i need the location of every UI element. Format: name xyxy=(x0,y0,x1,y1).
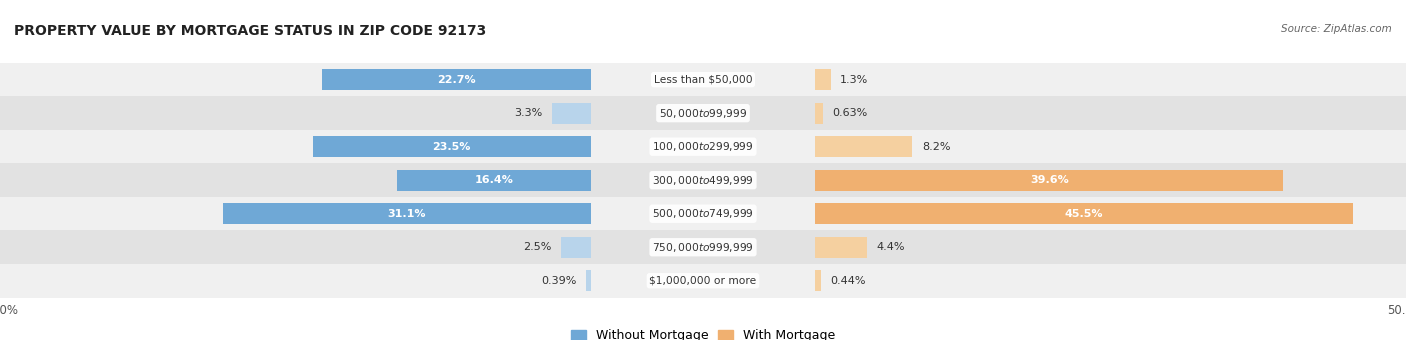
Bar xyxy=(0,63,1406,97)
Bar xyxy=(815,103,823,123)
Bar xyxy=(0,197,1406,231)
Bar xyxy=(0,130,1406,164)
Text: 31.1%: 31.1% xyxy=(388,209,426,219)
Bar xyxy=(0,130,1406,164)
Bar xyxy=(0,130,1406,164)
Text: $1,000,000 or more: $1,000,000 or more xyxy=(650,276,756,286)
Bar xyxy=(586,270,591,291)
Text: 22.7%: 22.7% xyxy=(437,75,475,85)
Bar xyxy=(0,97,1406,130)
Bar xyxy=(0,197,1406,231)
Bar xyxy=(0,164,1406,197)
Bar xyxy=(0,231,1406,264)
Bar xyxy=(396,170,591,191)
Text: 0.44%: 0.44% xyxy=(830,276,866,286)
Text: $50,000 to $99,999: $50,000 to $99,999 xyxy=(659,107,747,120)
Bar xyxy=(551,103,591,123)
Text: Less than $50,000: Less than $50,000 xyxy=(654,75,752,85)
Text: $750,000 to $999,999: $750,000 to $999,999 xyxy=(652,241,754,254)
Bar xyxy=(815,69,831,90)
Bar xyxy=(0,63,1406,97)
Text: PROPERTY VALUE BY MORTGAGE STATUS IN ZIP CODE 92173: PROPERTY VALUE BY MORTGAGE STATUS IN ZIP… xyxy=(14,24,486,38)
Bar xyxy=(0,63,1406,97)
Bar xyxy=(815,136,912,157)
Text: $500,000 to $749,999: $500,000 to $749,999 xyxy=(652,207,754,220)
Legend: Without Mortgage, With Mortgage: Without Mortgage, With Mortgage xyxy=(565,324,841,340)
Bar xyxy=(224,203,591,224)
Text: 0.39%: 0.39% xyxy=(541,276,576,286)
Bar xyxy=(0,97,1406,130)
Text: 1.3%: 1.3% xyxy=(841,75,869,85)
Bar xyxy=(0,231,1406,264)
Text: 0.63%: 0.63% xyxy=(832,108,868,118)
Bar xyxy=(0,97,1406,130)
Text: $100,000 to $299,999: $100,000 to $299,999 xyxy=(652,140,754,153)
Text: $300,000 to $499,999: $300,000 to $499,999 xyxy=(652,174,754,187)
Bar xyxy=(0,164,1406,197)
Text: 3.3%: 3.3% xyxy=(513,108,543,118)
Bar xyxy=(0,197,1406,231)
Bar xyxy=(0,164,1406,197)
Bar xyxy=(322,69,591,90)
Bar xyxy=(314,136,591,157)
Bar xyxy=(561,237,591,258)
Text: 23.5%: 23.5% xyxy=(433,142,471,152)
Bar xyxy=(0,264,1406,298)
Bar xyxy=(815,170,1284,191)
Bar xyxy=(0,264,1406,298)
Text: 16.4%: 16.4% xyxy=(474,175,513,185)
Text: 8.2%: 8.2% xyxy=(922,142,950,152)
Bar xyxy=(0,231,1406,264)
Text: 45.5%: 45.5% xyxy=(1064,209,1104,219)
Bar xyxy=(815,270,821,291)
Bar xyxy=(815,237,868,258)
Bar xyxy=(0,264,1406,298)
Text: 4.4%: 4.4% xyxy=(877,242,905,252)
Text: 39.6%: 39.6% xyxy=(1031,175,1069,185)
Text: Source: ZipAtlas.com: Source: ZipAtlas.com xyxy=(1281,24,1392,34)
Bar xyxy=(815,203,1353,224)
Text: 2.5%: 2.5% xyxy=(523,242,551,252)
